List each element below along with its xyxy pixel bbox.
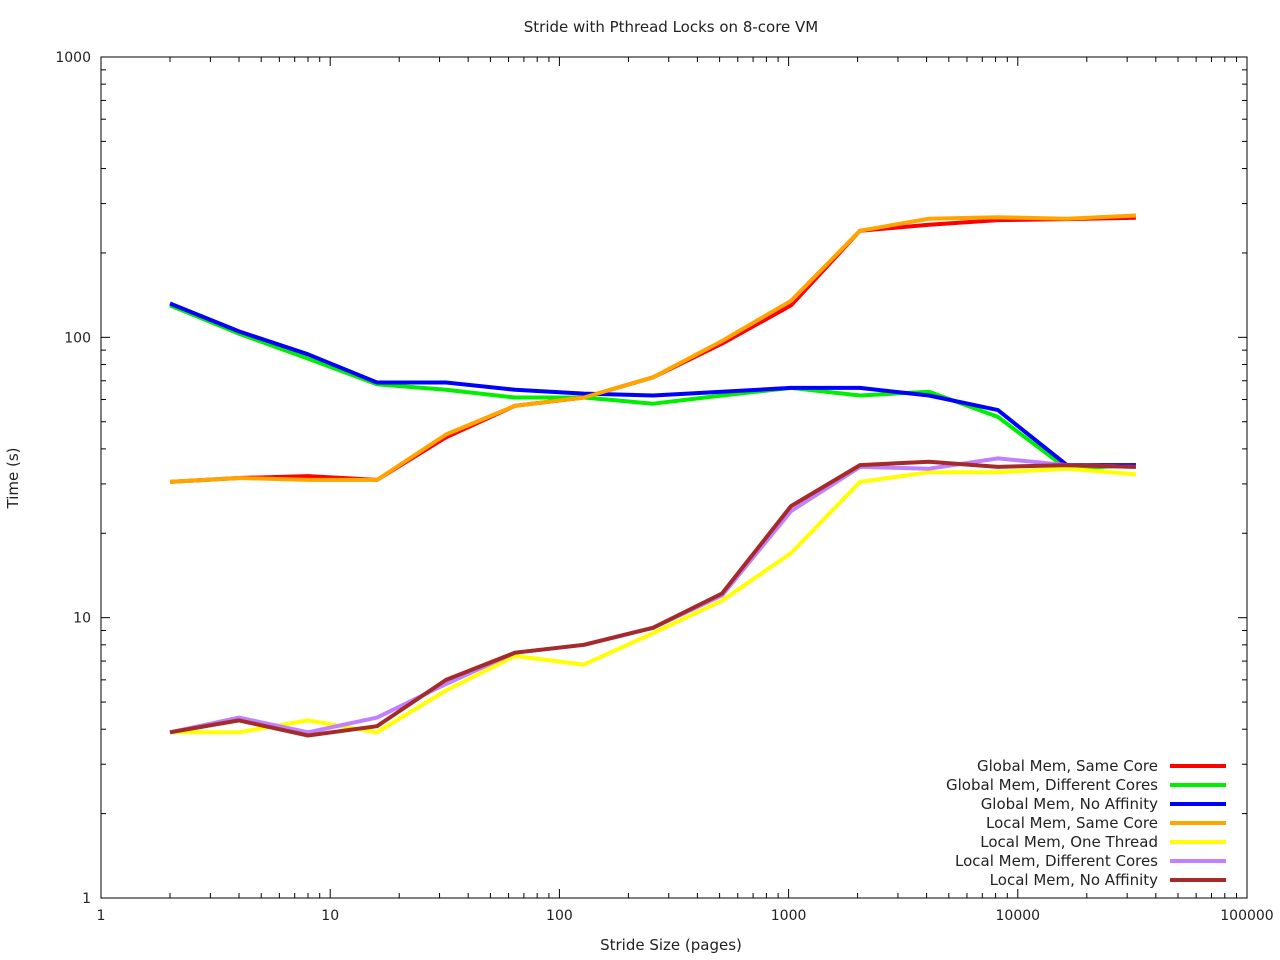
legend-label: Global Mem, No Affinity <box>981 795 1158 813</box>
legend-label: Local Mem, Different Cores <box>955 852 1158 870</box>
legend-label: Local Mem, One Thread <box>980 833 1158 851</box>
x-axis-label: Stride Size (pages) <box>600 936 742 954</box>
axis-ticks <box>100 57 1248 899</box>
x-tick-label: 1000 <box>771 908 807 924</box>
legend-label: Global Mem, Same Core <box>977 757 1158 775</box>
x-tick-label: 1 <box>97 908 106 924</box>
y-axis-label: Time (s) <box>4 448 22 510</box>
tick-labels: 1 10 100 1000 10000 100000 1 10 100 1000 <box>55 50 1273 924</box>
y-tick-label: 10 <box>73 611 91 627</box>
legend-label: Local Mem, No Affinity <box>990 871 1158 889</box>
x-tick-label: 100000 <box>1220 908 1273 924</box>
y-tick-label: 1 <box>82 891 91 907</box>
series-line-5 <box>170 466 1137 735</box>
series-line-6 <box>169 456 1136 735</box>
x-tick-label: 10 <box>321 908 339 924</box>
y-tick-label: 1000 <box>55 50 91 66</box>
series-line-4 <box>169 213 1136 484</box>
plot-border <box>100 56 1248 899</box>
x-tick-label: 10000 <box>996 908 1041 924</box>
series-line-2 <box>169 303 1137 471</box>
series-line-1 <box>169 215 1136 484</box>
series-line-3 <box>169 301 1136 468</box>
series-line-7 <box>169 459 1136 738</box>
plot-area <box>100 56 1248 899</box>
x-tick-label: 100 <box>546 908 573 924</box>
legend-label: Local Mem, Same Core <box>986 814 1158 832</box>
series-lines <box>169 213 1137 738</box>
chart-title: Stride with Pthread Locks on 8-core VM <box>524 18 819 36</box>
legend-label: Global Mem, Different Cores <box>946 776 1158 794</box>
y-tick-label: 100 <box>64 330 91 346</box>
